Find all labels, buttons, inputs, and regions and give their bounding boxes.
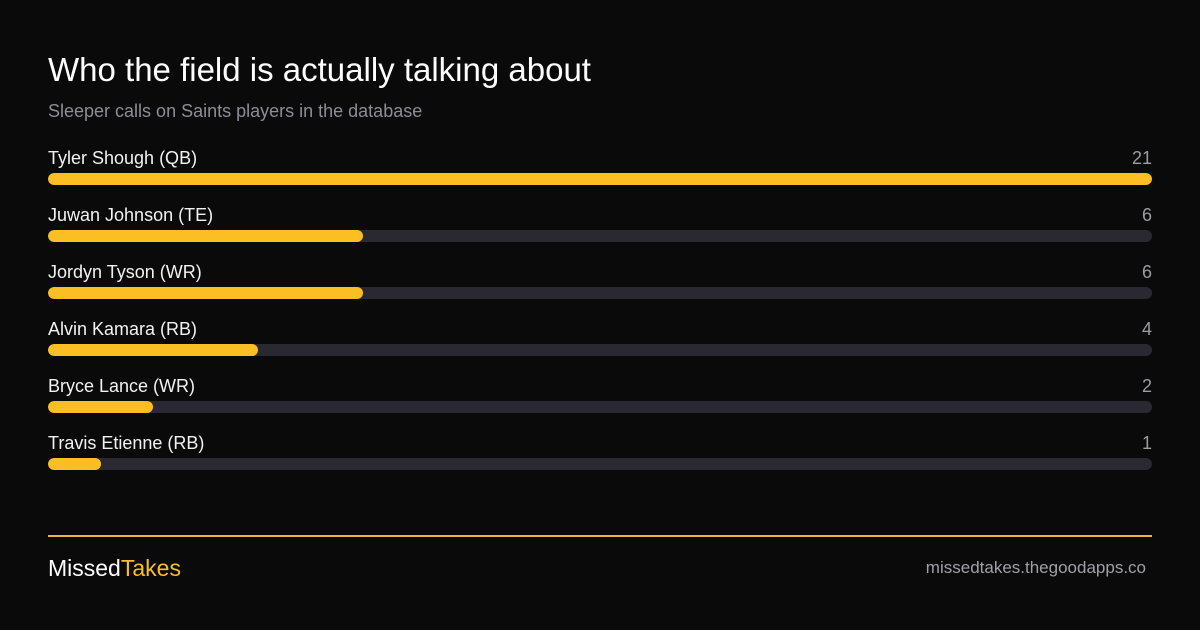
bar-track bbox=[48, 458, 1152, 470]
chart-title: Who the field is actually talking about bbox=[48, 51, 591, 88]
footer-divider bbox=[48, 535, 1152, 537]
site-url: missedtakes.thegoodapps.co bbox=[925, 558, 1146, 577]
bar-row: Juwan Johnson (TE) 6 bbox=[48, 200, 1152, 257]
bar-fill bbox=[48, 173, 1152, 185]
bar-value-label: 21 bbox=[1131, 148, 1152, 168]
bar-fill bbox=[48, 230, 363, 242]
bar-track bbox=[48, 287, 1152, 299]
chart-subtitle: Sleeper calls on Saints players in the d… bbox=[48, 101, 423, 121]
bar-label: Travis Etienne (RB) bbox=[48, 433, 205, 453]
bar-fill bbox=[48, 344, 258, 356]
bar-value-label: 2 bbox=[1141, 376, 1152, 396]
bar-row: Tyler Shough (QB) 21 bbox=[48, 143, 1152, 200]
bar-fill bbox=[48, 458, 101, 470]
bar-track bbox=[48, 230, 1152, 242]
bar-label: Juwan Johnson (TE) bbox=[48, 205, 214, 225]
bar-label: Bryce Lance (WR) bbox=[48, 376, 196, 396]
bar-track bbox=[48, 344, 1152, 356]
bar-label: Jordyn Tyson (WR) bbox=[48, 262, 202, 282]
bar-value-label: 6 bbox=[1141, 262, 1152, 282]
bar-chart: Tyler Shough (QB) 21 Juwan Johnson (TE) 6 Jo… bbox=[48, 143, 1152, 485]
bar-value-label: 6 bbox=[1141, 205, 1152, 225]
bar-row: Travis Etienne (RB) 1 bbox=[48, 428, 1152, 485]
bar-value-label: 1 bbox=[1141, 433, 1152, 453]
bar-fill bbox=[48, 401, 153, 413]
brand-logo: MissedTakes bbox=[48, 553, 181, 583]
bar-track bbox=[48, 173, 1152, 185]
bar-fill bbox=[48, 287, 363, 299]
bar-row: Bryce Lance (WR) 2 bbox=[48, 371, 1152, 428]
bar-row: Alvin Kamara (RB) 4 bbox=[48, 314, 1152, 371]
bar-row: Jordyn Tyson (WR) 6 bbox=[48, 257, 1152, 314]
bar-label: Alvin Kamara (RB) bbox=[48, 319, 198, 339]
brand-logo-part2: Takes bbox=[120, 555, 181, 581]
brand-logo-part1: Missed bbox=[48, 555, 121, 581]
bar-track bbox=[48, 401, 1152, 413]
bar-value-label: 4 bbox=[1141, 319, 1152, 339]
bar-label: Tyler Shough (QB) bbox=[48, 148, 198, 168]
